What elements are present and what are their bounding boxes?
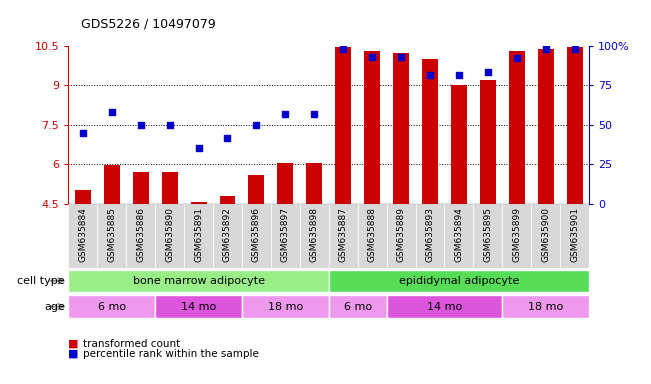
Text: GSM635899: GSM635899 xyxy=(512,207,521,262)
Text: GSM635900: GSM635900 xyxy=(541,207,550,262)
Point xyxy=(193,146,204,152)
Point xyxy=(396,53,406,60)
Bar xyxy=(329,295,387,318)
Text: GSM635893: GSM635893 xyxy=(426,207,434,262)
Bar xyxy=(561,204,589,268)
Bar xyxy=(133,172,148,204)
Text: 14 mo: 14 mo xyxy=(427,301,462,312)
Text: GSM635885: GSM635885 xyxy=(107,207,117,262)
Bar xyxy=(249,175,264,204)
Bar xyxy=(387,204,415,268)
Bar xyxy=(155,204,184,268)
Text: GSM635896: GSM635896 xyxy=(252,207,261,262)
Bar xyxy=(538,49,554,204)
Bar xyxy=(68,204,97,268)
Bar xyxy=(68,295,155,318)
Text: GSM635886: GSM635886 xyxy=(136,207,145,262)
Bar xyxy=(473,204,503,268)
Bar xyxy=(329,270,589,292)
Bar xyxy=(184,204,213,268)
Bar xyxy=(480,80,496,204)
Text: 14 mo: 14 mo xyxy=(181,301,216,312)
Point xyxy=(309,111,320,118)
Bar xyxy=(75,190,90,204)
Point xyxy=(135,122,146,128)
Text: GSM635894: GSM635894 xyxy=(454,207,464,262)
Text: GSM635898: GSM635898 xyxy=(310,207,319,262)
Text: GSM635901: GSM635901 xyxy=(570,207,579,262)
Bar xyxy=(387,295,503,318)
Bar xyxy=(242,204,271,268)
Point xyxy=(222,135,232,141)
Text: GSM635889: GSM635889 xyxy=(396,207,406,262)
Point xyxy=(280,111,290,118)
Point xyxy=(454,72,464,78)
Bar xyxy=(509,51,525,204)
Point xyxy=(540,46,551,52)
Bar xyxy=(271,204,300,268)
Point xyxy=(512,55,522,61)
Bar xyxy=(213,204,242,268)
Point xyxy=(338,46,348,52)
Bar xyxy=(393,53,409,204)
Bar xyxy=(161,172,178,204)
Text: GSM635891: GSM635891 xyxy=(194,207,203,262)
Bar xyxy=(155,295,242,318)
Bar xyxy=(300,204,329,268)
Bar xyxy=(531,204,561,268)
Text: GSM635888: GSM635888 xyxy=(368,207,377,262)
Text: GSM635884: GSM635884 xyxy=(78,207,87,262)
Text: GSM635892: GSM635892 xyxy=(223,207,232,262)
Bar xyxy=(126,204,155,268)
Text: GDS5226 / 10497079: GDS5226 / 10497079 xyxy=(81,18,216,31)
Text: bone marrow adipocyte: bone marrow adipocyte xyxy=(133,276,264,286)
Text: ■: ■ xyxy=(68,339,79,349)
Bar xyxy=(567,47,583,204)
Bar xyxy=(191,202,206,204)
Point xyxy=(165,122,175,128)
Bar xyxy=(329,204,357,268)
Point xyxy=(367,53,378,60)
Text: age: age xyxy=(44,301,65,312)
Bar xyxy=(503,295,589,318)
Bar xyxy=(503,204,531,268)
Bar xyxy=(445,204,473,268)
Text: 18 mo: 18 mo xyxy=(268,301,303,312)
Text: GSM635897: GSM635897 xyxy=(281,207,290,262)
Text: transformed count: transformed count xyxy=(83,339,180,349)
Text: GSM635887: GSM635887 xyxy=(339,207,348,262)
Bar xyxy=(422,59,438,204)
Bar xyxy=(335,47,351,204)
Bar xyxy=(451,86,467,204)
Text: 6 mo: 6 mo xyxy=(344,301,372,312)
Bar xyxy=(364,51,380,204)
Bar xyxy=(104,166,120,204)
Bar xyxy=(97,204,126,268)
Text: ■: ■ xyxy=(68,349,79,359)
Point xyxy=(77,130,88,136)
Bar xyxy=(357,204,387,268)
Bar xyxy=(277,163,294,204)
Text: GSM635895: GSM635895 xyxy=(484,207,492,262)
Point xyxy=(107,109,117,115)
Bar xyxy=(307,163,322,204)
Text: 18 mo: 18 mo xyxy=(528,301,563,312)
Bar xyxy=(219,196,236,204)
Point xyxy=(251,122,262,128)
Point xyxy=(570,46,580,52)
Point xyxy=(482,69,493,75)
Text: 6 mo: 6 mo xyxy=(98,301,126,312)
Text: percentile rank within the sample: percentile rank within the sample xyxy=(83,349,258,359)
Text: GSM635890: GSM635890 xyxy=(165,207,174,262)
Bar xyxy=(415,204,445,268)
Bar xyxy=(68,270,329,292)
Point xyxy=(425,72,436,78)
Text: epididymal adipocyte: epididymal adipocyte xyxy=(399,276,519,286)
Bar xyxy=(242,295,329,318)
Text: cell type: cell type xyxy=(18,276,65,286)
